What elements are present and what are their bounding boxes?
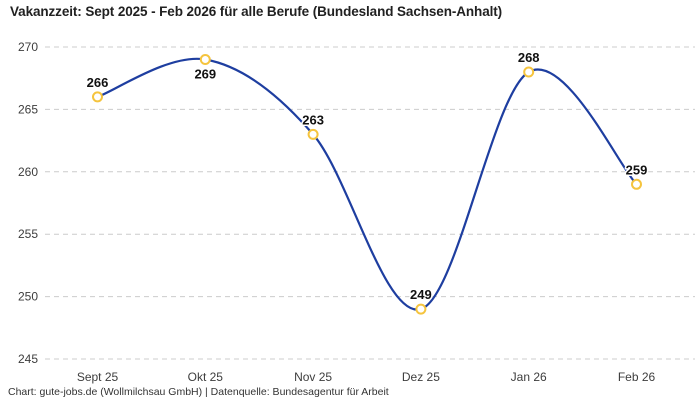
- data-point-marker-Sept 25[interactable]: [92, 91, 103, 103]
- data-point-label: 259: [626, 162, 648, 177]
- y-axis-tick-label: 245: [18, 352, 38, 366]
- data-point-marker-Dez 25[interactable]: [415, 303, 427, 315]
- y-axis-tick-label: 250: [18, 290, 38, 304]
- data-point-label: 268: [518, 50, 540, 65]
- data-point-marker-Feb 26[interactable]: [631, 178, 642, 190]
- data-point-label: 269: [194, 67, 216, 82]
- y-axis-tick-label: 265: [18, 102, 38, 116]
- x-axis-tick-label: Feb 26: [618, 370, 656, 384]
- x-axis-tick-label: Sept 25: [77, 370, 119, 384]
- y-axis-tick-label: 270: [18, 40, 38, 54]
- x-axis-tick-label: Dez 25: [402, 370, 440, 384]
- data-point-marker-Jan 26[interactable]: [523, 66, 535, 78]
- series-line-path: [96, 57, 638, 311]
- x-axis-tick-label: Nov 25: [294, 370, 332, 384]
- data-point-label: 249: [410, 287, 432, 302]
- data-point-label: 266: [87, 75, 109, 90]
- chart-footer: Chart: gute-jobs.de (Wollmilchsau GmbH) …: [8, 386, 389, 398]
- chart-title: Vakanzzeit: Sept 2025 - Feb 2026 für all…: [10, 4, 503, 19]
- y-axis-tick-label: 255: [18, 227, 38, 241]
- data-point-marker-Okt 25[interactable]: [199, 54, 211, 65]
- x-axis-tick-label: Jan 26: [511, 370, 547, 384]
- y-axis-tick-label: 260: [18, 165, 38, 179]
- x-axis-tick-label: Okt 25: [188, 370, 224, 384]
- data-point-marker-Nov 25[interactable]: [307, 128, 319, 140]
- data-point-label: 263: [302, 112, 324, 127]
